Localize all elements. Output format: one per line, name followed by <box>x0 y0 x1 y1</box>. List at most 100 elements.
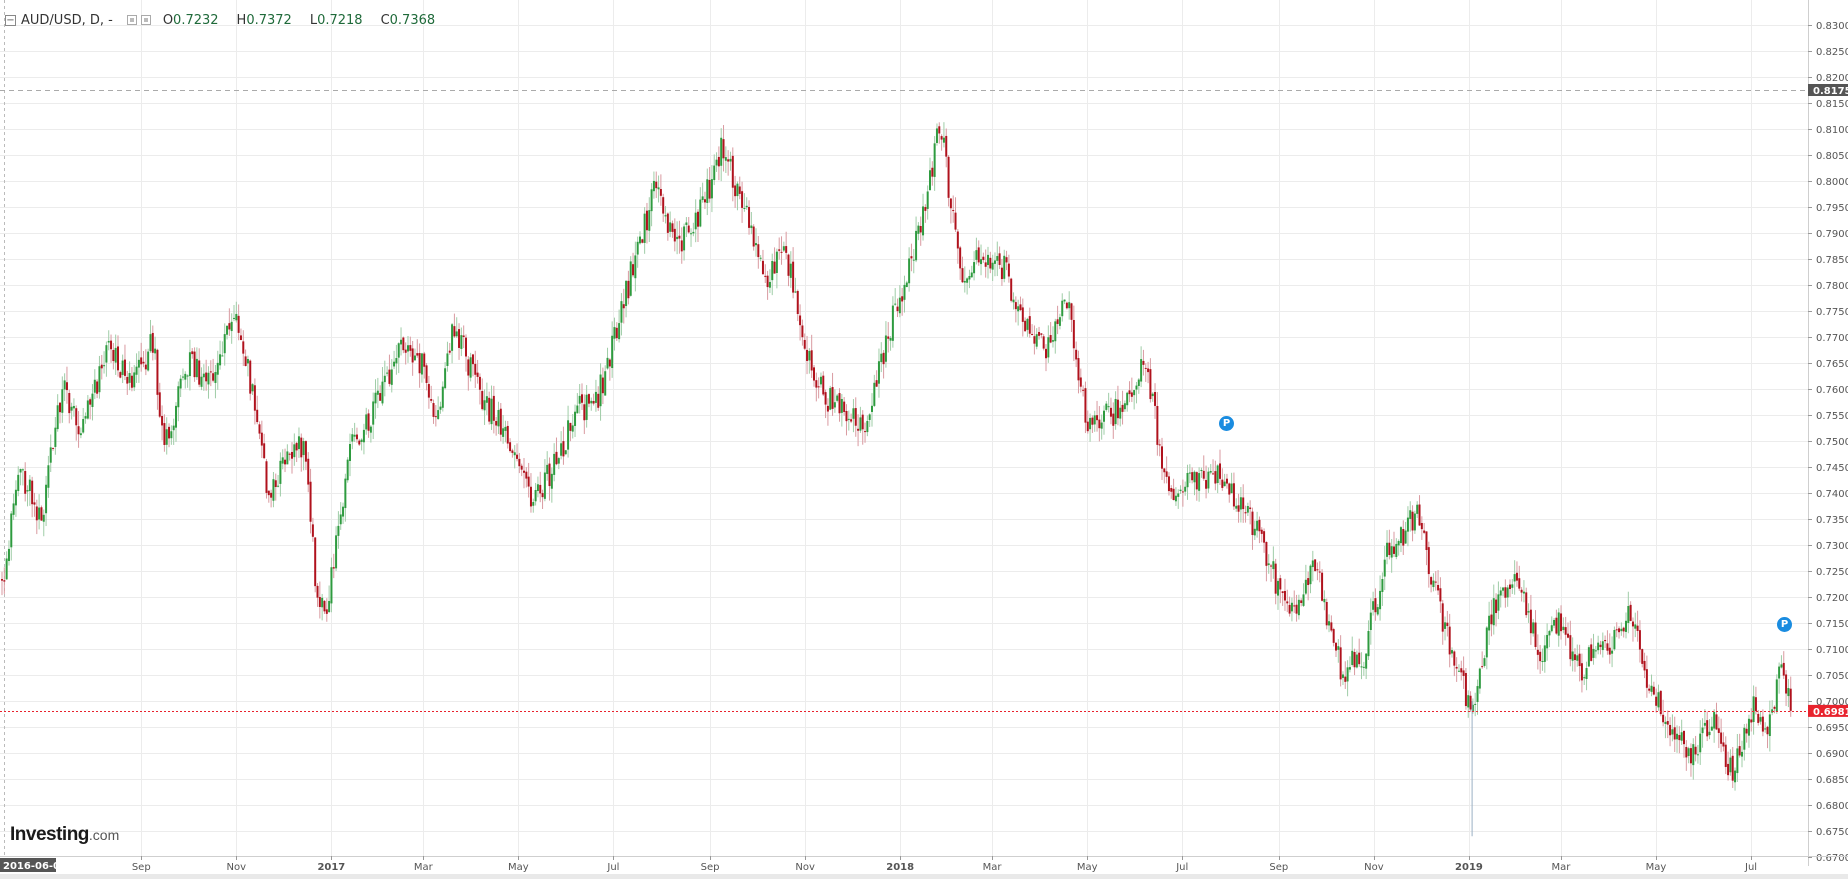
candle-body <box>632 264 635 276</box>
candle-body <box>1096 415 1099 421</box>
candle-body <box>768 281 771 288</box>
candle-body <box>70 406 73 411</box>
candle-body <box>1121 404 1124 412</box>
candle-body <box>1650 685 1653 692</box>
candle-body <box>1045 348 1047 359</box>
candle-body <box>79 433 82 436</box>
candle-body <box>873 382 876 406</box>
candle-body <box>1290 602 1293 612</box>
candle-body <box>1420 523 1423 530</box>
candle-body <box>228 323 231 330</box>
candle-body <box>1144 367 1147 369</box>
x-tick-label: May <box>1077 862 1098 873</box>
bottom-scrollbar[interactable] <box>0 874 1848 879</box>
candle-body <box>859 417 862 431</box>
y-tick-label: 0.7800 <box>1816 281 1848 292</box>
candle-body <box>186 375 189 377</box>
candle-body <box>1186 472 1189 488</box>
candle-body <box>409 345 412 351</box>
candle-body <box>1604 639 1607 642</box>
candle-body <box>291 451 293 459</box>
candle-body <box>156 349 159 395</box>
candle-body <box>1154 392 1157 406</box>
candle-body <box>1657 692 1660 708</box>
candle-body <box>690 233 693 235</box>
candle-body <box>945 135 948 157</box>
candle-body <box>1297 599 1300 616</box>
candle-body <box>47 465 50 488</box>
candle-body <box>977 247 980 263</box>
y-tick-label: 0.8000 <box>1816 177 1848 188</box>
candle-body <box>968 276 971 280</box>
candle-body <box>1738 746 1741 756</box>
candle-body <box>72 405 75 409</box>
candle-body <box>1580 663 1583 681</box>
candle-body <box>367 413 370 431</box>
candle-body <box>300 437 303 458</box>
candle-body <box>1263 531 1266 543</box>
candle-body <box>161 415 164 426</box>
candle-body <box>267 490 270 496</box>
candle-body <box>527 476 530 487</box>
candle-body <box>599 374 602 407</box>
candle-body <box>26 490 29 492</box>
candle-body <box>1191 472 1194 481</box>
candle-body <box>1300 600 1303 603</box>
candle-body <box>583 404 586 421</box>
marker-badge-1[interactable]: P <box>1219 416 1234 431</box>
candle-body <box>386 372 389 374</box>
candle-body <box>372 401 375 425</box>
y-tick-label: 0.7850 <box>1816 255 1848 266</box>
candle-body <box>1107 406 1110 408</box>
candle-body <box>778 249 781 251</box>
candle-body <box>1216 465 1219 484</box>
candle-body <box>1399 527 1402 544</box>
candle-body <box>666 213 669 233</box>
candle-body <box>959 247 962 269</box>
candle-body <box>641 239 644 243</box>
candle-body <box>1019 304 1022 311</box>
marker-badge-2[interactable]: P <box>1777 617 1792 632</box>
candle-body <box>309 481 312 522</box>
candle-body <box>880 353 883 363</box>
candle-body <box>263 443 266 459</box>
visibility-icon[interactable] <box>126 15 137 25</box>
candle-body <box>434 416 437 418</box>
candle-body <box>1464 673 1467 707</box>
candle-body <box>476 372 479 377</box>
candle-body <box>1576 655 1579 661</box>
candle-body <box>1017 306 1020 312</box>
candle-body <box>625 280 628 307</box>
candle-body <box>720 137 723 166</box>
candle-body <box>1010 278 1013 301</box>
candle-body <box>1014 302 1017 310</box>
candle-body <box>105 345 108 363</box>
candle-body <box>996 256 999 261</box>
y-tick-label: 0.7400 <box>1816 489 1848 500</box>
settings-icon[interactable] <box>140 15 151 25</box>
minus-box-icon[interactable]: − <box>5 14 16 26</box>
candle-body <box>1427 547 1430 575</box>
candle-body <box>1671 729 1674 735</box>
candles <box>1 122 1792 791</box>
candle-body <box>1341 674 1344 678</box>
candle-body <box>1620 628 1623 632</box>
candle-body <box>601 377 604 394</box>
candle-body <box>1645 669 1648 688</box>
candle-body <box>381 381 384 404</box>
candle-body <box>1084 388 1087 423</box>
candle-body <box>1172 488 1175 501</box>
candle-body <box>991 262 994 270</box>
candle-body <box>1235 505 1238 509</box>
candle-body <box>59 402 61 413</box>
y-tick-label: 0.7750 <box>1816 307 1848 318</box>
candle-body <box>497 410 500 427</box>
symbol-label[interactable]: AUD/USD, D, - <box>21 12 113 28</box>
candle-body <box>12 503 15 515</box>
candle-body <box>1534 622 1537 647</box>
candle-body <box>390 369 393 385</box>
candle-body <box>172 425 175 431</box>
candle-body <box>439 406 442 410</box>
